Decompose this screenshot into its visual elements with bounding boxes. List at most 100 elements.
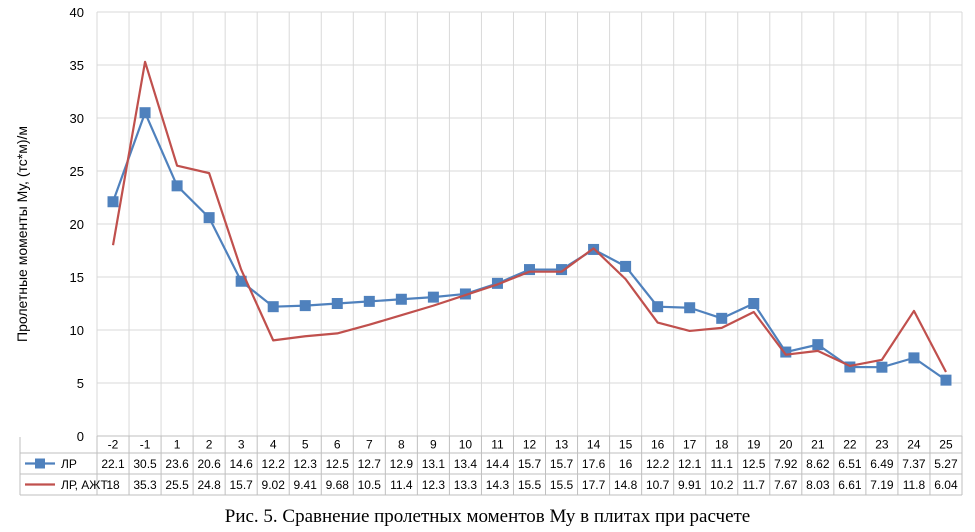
table-value: 15.7: [229, 478, 253, 492]
table-value: 12.3: [294, 457, 318, 471]
y-tick-label: 10: [70, 323, 84, 338]
x-tick-label: 19: [747, 438, 761, 452]
y-tick-label: 35: [70, 58, 84, 73]
table-value: 12.5: [326, 457, 350, 471]
data-point: [331, 298, 343, 309]
table-value: 17.6: [582, 457, 606, 471]
y-tick-label: 30: [70, 111, 84, 126]
table-value: 9.68: [326, 478, 350, 492]
table-value: 12.2: [646, 457, 670, 471]
data-point: [299, 300, 311, 312]
y-tick-labels: 0 5 10 15 20 25 30 35 40: [70, 5, 84, 444]
x-tick-label: 13: [555, 438, 569, 452]
table-value: 7.19: [870, 478, 894, 492]
table-value: 10.2: [710, 478, 734, 492]
table-value: 7.67: [774, 478, 798, 492]
table-value: 24.8: [197, 478, 221, 492]
data-point: [876, 361, 888, 373]
x-tick-label: 12: [523, 438, 537, 452]
x-tick-label: -1: [140, 438, 151, 452]
x-tick-label: 4: [270, 438, 277, 452]
table-value: 30.5: [133, 457, 157, 471]
table-value: 22.1: [101, 457, 125, 471]
table-value: 8.03: [806, 478, 830, 492]
x-tick-label: 10: [459, 438, 473, 452]
y-axis-label: Пролетные моменты Му, (тс*м)/м: [14, 126, 30, 342]
table-value: 9.41: [294, 478, 318, 492]
x-tick-label: 14: [587, 438, 601, 452]
table-value: 12.1: [678, 457, 702, 471]
x-tick-label: 3: [238, 438, 245, 452]
table-value: 6.61: [838, 478, 862, 492]
table-value: 12.7: [358, 457, 382, 471]
table-value: 12.3: [422, 478, 446, 492]
table-value: 7.92: [774, 457, 798, 471]
table-value: 9.91: [678, 478, 702, 492]
table-value: 9.02: [262, 478, 286, 492]
table-value: 15.5: [550, 478, 574, 492]
x-tick-label: 16: [651, 438, 665, 452]
data-point: [171, 180, 183, 192]
table-value: 7.37: [902, 457, 926, 471]
table-value: 20.6: [197, 457, 221, 471]
x-tick-label: 5: [302, 438, 309, 452]
chart-series: [107, 60, 952, 386]
x-tick-label: 1: [174, 438, 181, 452]
table-value: 15.7: [550, 457, 574, 471]
series-line-1: [111, 60, 947, 373]
table-value: 11.4: [390, 478, 413, 492]
data-point: [139, 107, 151, 119]
data-point: [524, 264, 535, 276]
y-tick-label: 20: [70, 217, 84, 232]
data-point: [203, 212, 215, 224]
data-point: [363, 295, 375, 307]
table-value: 11.7: [743, 478, 766, 492]
x-tick-label: 22: [843, 438, 857, 452]
table-value: 13.4: [454, 457, 478, 471]
x-tick-label: 18: [715, 438, 729, 452]
table-value: 18: [106, 478, 120, 492]
legend-key-marker: [35, 458, 45, 469]
data-point: [235, 275, 247, 287]
data-point: [620, 260, 632, 272]
data-point: [556, 264, 568, 276]
legend-entry: ЛР, АЖТ: [61, 478, 108, 492]
x-tick-label: 25: [939, 438, 953, 452]
table-value: 12.9: [390, 457, 414, 471]
table-value: 6.04: [934, 478, 958, 492]
table-value: 10.7: [646, 478, 670, 492]
table-value: 16: [619, 457, 633, 471]
data-point: [748, 298, 760, 309]
y-tick-label: 5: [77, 376, 84, 391]
table-value: 14.3: [486, 478, 510, 492]
x-tick-label: 17: [683, 438, 697, 452]
y-tick-label: 40: [70, 5, 84, 20]
table-value: 15.5: [518, 478, 542, 492]
table-value: 11.8: [903, 478, 926, 492]
x-tick-label: 8: [398, 438, 405, 452]
data-point: [780, 346, 792, 358]
data-point: [684, 302, 696, 314]
table-value: 12.5: [742, 457, 766, 471]
y-tick-label: 15: [70, 270, 84, 285]
x-tick-label: 24: [907, 438, 921, 452]
y-tick-label: 0: [77, 429, 84, 444]
table-value: 12.2: [262, 457, 286, 471]
data-point: [908, 352, 920, 364]
table-value: 10.5: [358, 478, 382, 492]
x-tick-label: 9: [430, 438, 437, 452]
x-tick-label: -2: [108, 438, 119, 452]
table-value: 6.49: [870, 457, 894, 471]
table-value: 11.1: [710, 457, 733, 471]
data-point: [107, 196, 119, 208]
table-value: 17.7: [582, 478, 606, 492]
data-point: [267, 301, 279, 313]
table-value: 15.7: [518, 457, 542, 471]
data-point: [395, 293, 407, 305]
data-point: [652, 301, 664, 313]
data-table: -2 -1 1 2 3 4 5 6 7 8 9 10 11 12 13 14 15 16 17 18 19 20 21 22 2…: [19, 436, 963, 496]
x-tick-label: 2: [206, 438, 213, 452]
x-tick-label: 7: [366, 438, 373, 452]
table-value: 23.6: [165, 457, 189, 471]
